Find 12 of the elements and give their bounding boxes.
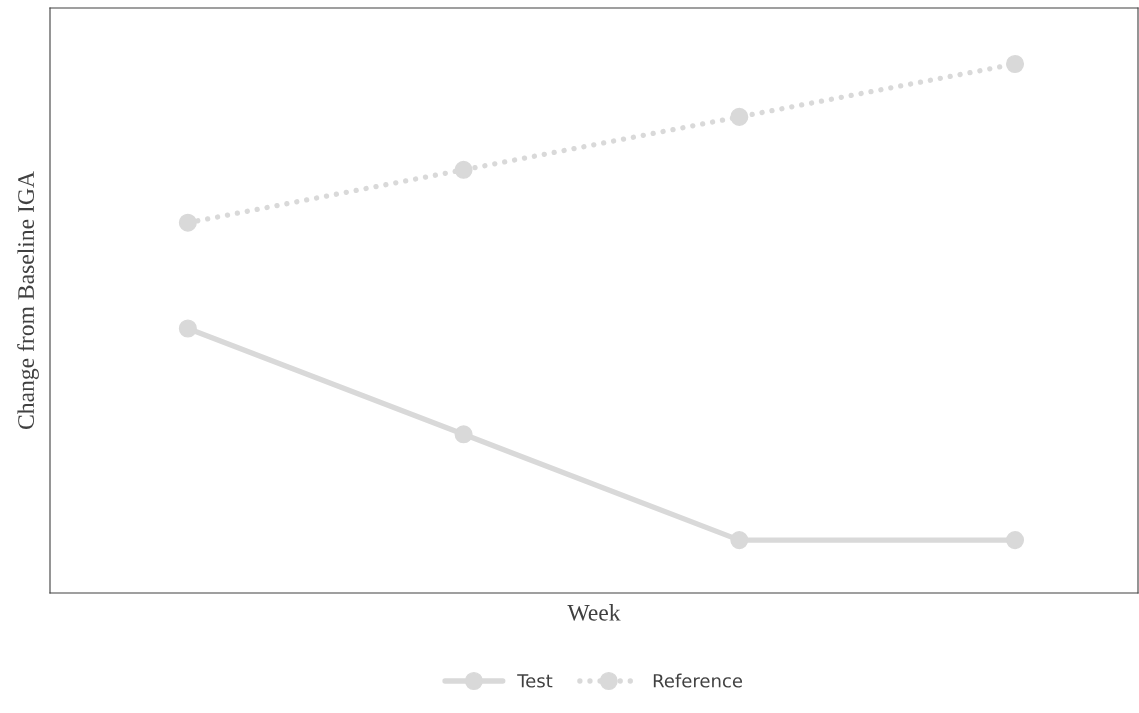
legend-label: Reference — [653, 673, 743, 688]
point — [454, 425, 473, 444]
point — [1005, 531, 1025, 550]
legend-label: Test — [517, 674, 553, 688]
point — [1005, 54, 1025, 74]
point — [730, 107, 749, 126]
y-axis-title: Change from Baseline IGA — [17, 171, 39, 430]
x-axis-title: Week — [567, 604, 621, 621]
point — [178, 213, 197, 232]
point — [178, 319, 197, 338]
point — [730, 531, 749, 550]
point — [454, 160, 473, 179]
